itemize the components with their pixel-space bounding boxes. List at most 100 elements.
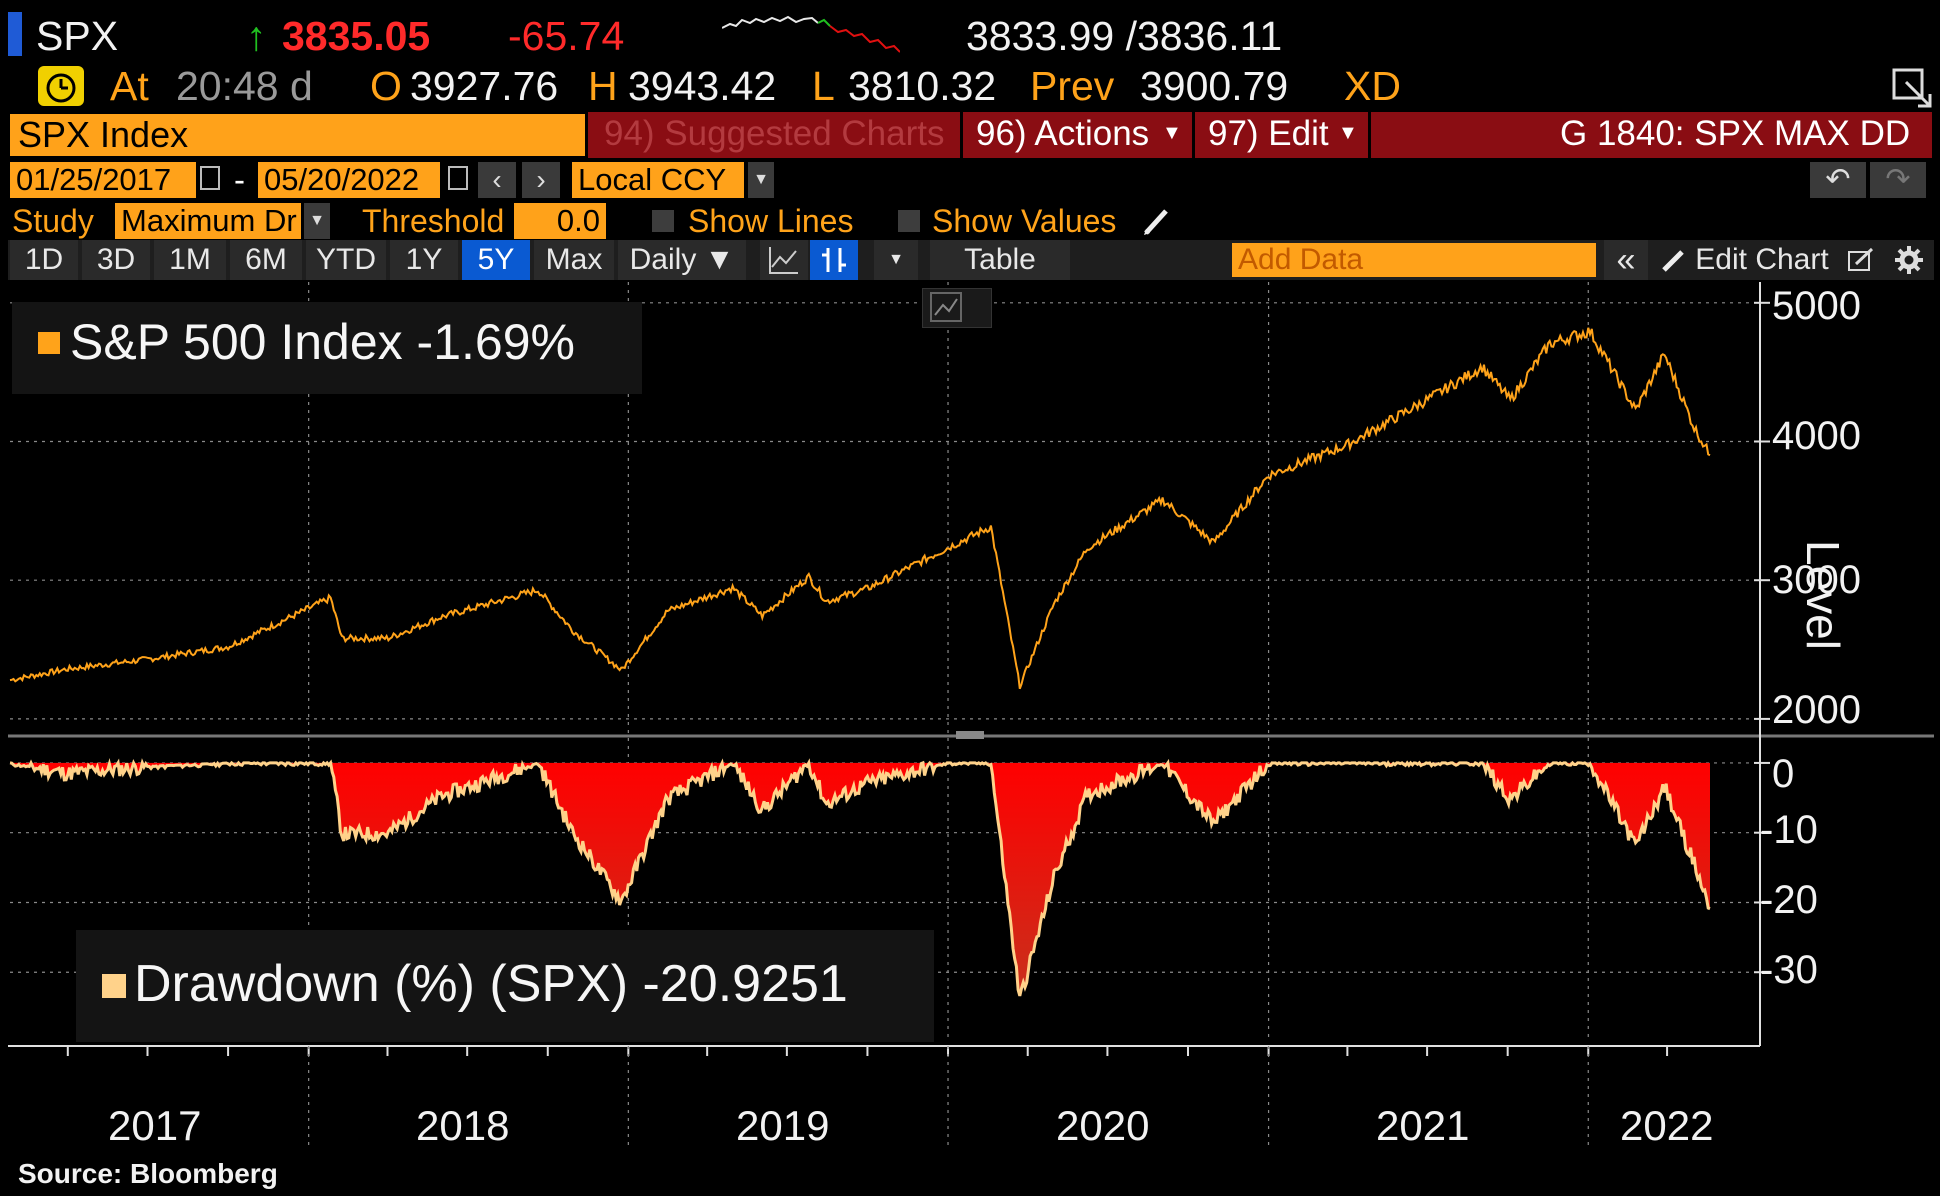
x-tick-label: 2020 xyxy=(1056,1102,1150,1149)
x-tick-label: 2021 xyxy=(1376,1102,1470,1149)
net-change: -65.74 xyxy=(508,13,625,59)
x-tick-label: 2019 xyxy=(736,1102,830,1149)
end-date-input[interactable]: 05/20/2022 xyxy=(258,162,440,198)
table-button[interactable]: Table xyxy=(930,240,1070,280)
price-legend-text: S&P 500 Index -1.69% xyxy=(70,314,575,370)
currency-dropdown-icon[interactable]: ▼ xyxy=(748,162,774,198)
ticker-marker xyxy=(8,12,22,56)
annotate-icon[interactable] xyxy=(1846,246,1876,274)
study-label: Study xyxy=(12,203,94,239)
clock-icon xyxy=(38,66,84,106)
prev-label: Prev xyxy=(1030,63,1115,109)
threshold-input[interactable]: 0.0 xyxy=(514,203,606,239)
divider xyxy=(960,112,963,158)
bid-ask: 3833.99 /3836.11 xyxy=(966,13,1283,59)
y-tick-label: -30 xyxy=(1760,948,1818,992)
open-label: O xyxy=(370,63,402,109)
actions-dropdown-icon[interactable]: ▼ xyxy=(1162,122,1182,144)
undo-button[interactable]: ↶ xyxy=(1810,162,1866,198)
redo-button[interactable]: ↷ xyxy=(1870,162,1926,198)
range-3d[interactable]: 3D xyxy=(82,240,150,280)
grid-layer xyxy=(10,282,1760,1042)
bar-chart-icon[interactable] xyxy=(810,240,858,280)
next-period-button[interactable]: › xyxy=(522,162,560,198)
edit-menu[interactable]: 97) Edit xyxy=(1208,114,1329,153)
price-legend: S&P 500 Index -1.69% xyxy=(12,302,642,394)
show-values-checkbox[interactable] xyxy=(898,210,920,232)
collapse-button[interactable]: « xyxy=(1604,240,1648,280)
y-tick-label: -20 xyxy=(1760,878,1818,922)
range-ytd[interactable]: YTD xyxy=(306,240,386,280)
ticker-symbol: SPX xyxy=(36,13,119,59)
drawdown-legend-text: Drawdown (%) (SPX) -20.9251 xyxy=(134,955,848,1013)
calendar-icon[interactable] xyxy=(200,166,220,190)
x-tick-label: 2022 xyxy=(1620,1102,1714,1149)
xd-flag: XD xyxy=(1344,63,1401,109)
y-tick-label: -10 xyxy=(1760,808,1818,852)
x-tick-label: 2018 xyxy=(416,1102,510,1149)
chart-style-toggle[interactable] xyxy=(922,288,992,328)
price-legend-swatch xyxy=(38,332,60,354)
y-tick-label: 3000 xyxy=(1772,558,1861,602)
add-data-input[interactable]: Add Data xyxy=(1232,243,1596,277)
drawdown-panel xyxy=(9,758,1711,997)
edit-dropdown-icon[interactable]: ▼ xyxy=(1338,122,1358,144)
y-tick-label: 0 xyxy=(1772,752,1795,796)
study-select[interactable]: Maximum Dr xyxy=(115,203,301,239)
calendar-icon[interactable] xyxy=(448,166,468,190)
range-1y[interactable]: 1Y xyxy=(390,240,458,280)
frequency-select[interactable]: Daily ▼ xyxy=(618,240,746,280)
drawdown-legend: Drawdown (%) (SPX) -20.9251 xyxy=(76,930,934,1042)
gear-icon[interactable] xyxy=(1894,245,1924,275)
actions-menu[interactable]: 96) Actions xyxy=(976,114,1150,153)
chart-svg[interactable] xyxy=(0,282,1940,1196)
show-values-label: Show Values xyxy=(932,203,1117,239)
divider xyxy=(1368,112,1371,158)
up-arrow-icon: ↑ xyxy=(246,13,267,59)
range-1m[interactable]: 1M xyxy=(154,240,226,280)
prev-value: 3900.79 xyxy=(1140,63,1289,109)
line-chart-icon[interactable] xyxy=(760,240,808,280)
time-label: At xyxy=(110,63,149,109)
y-tick-label: 4000 xyxy=(1772,414,1861,458)
panel-resize-handle xyxy=(956,731,984,739)
high-label: H xyxy=(588,63,618,109)
suggested-charts-button[interactable]: 94) Suggested Charts xyxy=(604,114,945,153)
security-field[interactable]: SPX Index xyxy=(10,114,585,156)
pencil-icon[interactable] xyxy=(1142,205,1172,237)
drawdown-legend-swatch xyxy=(102,974,126,998)
drawdown-series-line xyxy=(9,758,1711,997)
currency-select[interactable]: Local CCY xyxy=(572,162,744,198)
intraday-sparkline xyxy=(722,15,900,53)
axis-layer xyxy=(8,282,1934,1150)
last-price: 3835.05 xyxy=(282,13,431,59)
start-date-input[interactable]: 01/25/2017 xyxy=(10,162,196,198)
prev-period-button[interactable]: ‹ xyxy=(478,162,516,198)
command-bar-bg xyxy=(588,112,1932,158)
chart-id: G 1840: SPX MAX DD xyxy=(1560,114,1911,153)
study-dropdown-icon[interactable]: ▼ xyxy=(304,203,330,239)
high-value: 3943.42 xyxy=(628,63,777,109)
x-tick-label: 2017 xyxy=(108,1102,202,1149)
chart-type-dropdown-icon[interactable]: ▼ xyxy=(874,240,918,280)
divider xyxy=(1192,112,1195,158)
open-value: 3927.76 xyxy=(410,63,559,109)
price-panel xyxy=(9,327,1711,690)
range-max[interactable]: Max xyxy=(534,240,614,280)
source-note: Source: Bloomberg xyxy=(18,1158,278,1189)
price-series-line xyxy=(9,327,1711,690)
y-tick-label: 5000 xyxy=(1772,284,1861,328)
low-label: L xyxy=(812,63,835,109)
range-5y[interactable]: 5Y xyxy=(462,240,530,280)
range-1d[interactable]: 1D xyxy=(10,240,78,280)
show-lines-checkbox[interactable] xyxy=(652,210,674,232)
threshold-label: Threshold xyxy=(362,203,505,239)
popout-icon[interactable] xyxy=(1890,66,1934,110)
date-separator: - xyxy=(234,161,245,198)
quote-time: 20:48 d xyxy=(176,63,313,109)
y-tick-label: 2000 xyxy=(1772,688,1861,732)
low-value: 3810.32 xyxy=(848,63,997,109)
edit-chart-pencil-icon[interactable] xyxy=(1660,246,1688,274)
edit-chart-button[interactable]: Edit Chart xyxy=(1695,243,1829,276)
range-6m[interactable]: 6M xyxy=(230,240,302,280)
